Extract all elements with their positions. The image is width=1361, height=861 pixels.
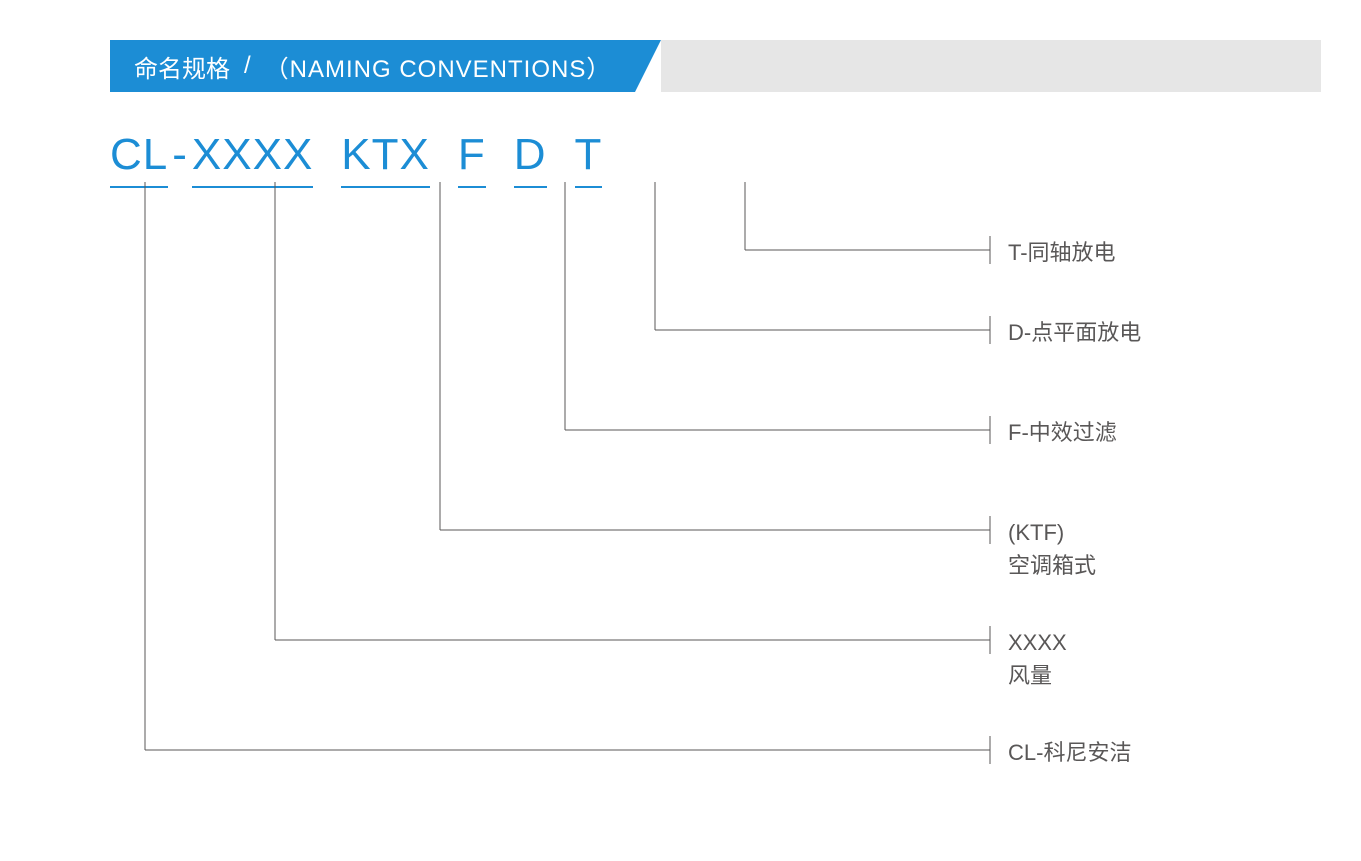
header-bar: 命名规格 / （NAMING CONVENTIONS） <box>110 40 1321 92</box>
header-separator: / <box>244 52 251 80</box>
header-title-en: （NAMING CONVENTIONS） <box>265 49 612 84</box>
header-title-cn: 命名规格 <box>134 49 230 84</box>
description-cl: CL-科尼安洁 <box>1008 736 1131 769</box>
naming-diagram: CL-XXXXKTXFDT T-同轴放电D-点平面放电F-中效过滤(KTF)空调… <box>110 130 1270 830</box>
description-xxxx: XXXX风量 <box>1008 626 1067 692</box>
connector-lines <box>110 130 1270 830</box>
description-d: D-点平面放电 <box>1008 316 1141 349</box>
header-blue-section: 命名规格 / （NAMING CONVENTIONS） <box>110 40 635 92</box>
description-ktx: (KTF)空调箱式 <box>1008 516 1096 582</box>
description-f: F-中效过滤 <box>1008 416 1117 449</box>
header-gray-section <box>661 40 1321 92</box>
description-t: T-同轴放电 <box>1008 236 1116 269</box>
